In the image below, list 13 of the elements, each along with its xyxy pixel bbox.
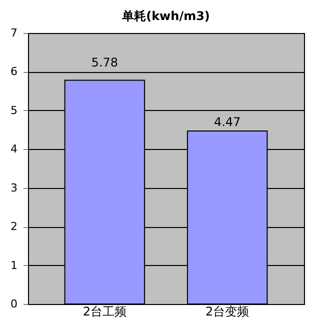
y-tick-label: 3: [10, 181, 18, 194]
y-tick-label: 2: [10, 220, 18, 234]
y-tick-label: 6: [10, 65, 18, 78]
x-tick-label: 2台变频: [206, 304, 250, 318]
y-tick-label: 7: [10, 26, 18, 40]
chart-title: 单耗(kwh/m3): [121, 9, 210, 23]
data-label: 4.47: [214, 114, 241, 129]
x-tick-label: 2台工频: [82, 304, 126, 318]
y-tick-label: 5: [10, 104, 18, 117]
y-tick-label: 4: [10, 142, 18, 156]
y-tick-label: 0: [10, 298, 18, 310]
y-tick-label: 1: [10, 258, 18, 272]
data-label: 5.78: [91, 56, 118, 70]
